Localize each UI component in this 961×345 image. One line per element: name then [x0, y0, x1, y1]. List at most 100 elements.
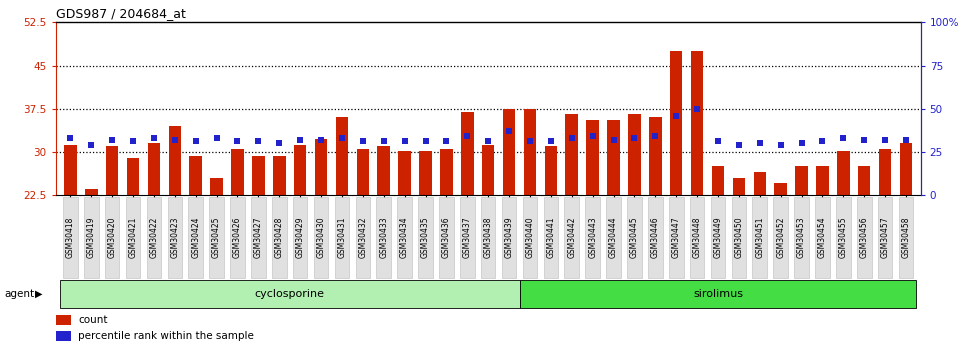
FancyBboxPatch shape — [544, 197, 558, 278]
Point — [125, 139, 140, 144]
FancyBboxPatch shape — [606, 197, 621, 278]
Point — [585, 134, 601, 139]
Point — [62, 135, 78, 141]
FancyBboxPatch shape — [231, 197, 245, 278]
Text: GSM30423: GSM30423 — [170, 216, 180, 258]
FancyBboxPatch shape — [523, 197, 537, 278]
Bar — [775, 184, 787, 195]
Point — [899, 137, 914, 142]
Bar — [60, 280, 520, 308]
Bar — [816, 166, 828, 195]
FancyBboxPatch shape — [293, 197, 308, 278]
Text: GSM30455: GSM30455 — [839, 216, 848, 258]
FancyBboxPatch shape — [334, 197, 349, 278]
FancyBboxPatch shape — [126, 197, 140, 278]
Point — [292, 137, 308, 142]
Bar — [481, 145, 495, 195]
Bar — [148, 143, 160, 195]
Text: GSM30449: GSM30449 — [713, 216, 723, 258]
Bar — [899, 143, 912, 195]
Bar — [545, 146, 557, 195]
Point — [376, 139, 391, 144]
Bar — [858, 166, 871, 195]
Text: GSM30435: GSM30435 — [421, 216, 430, 258]
FancyBboxPatch shape — [711, 197, 726, 278]
FancyBboxPatch shape — [857, 197, 872, 278]
FancyBboxPatch shape — [439, 197, 454, 278]
Bar — [106, 146, 118, 195]
Point — [689, 106, 704, 111]
Point — [502, 128, 517, 134]
FancyBboxPatch shape — [774, 197, 788, 278]
Text: GSM30425: GSM30425 — [212, 216, 221, 258]
Bar — [378, 146, 390, 195]
Text: GSM30450: GSM30450 — [734, 216, 744, 258]
Bar — [796, 166, 808, 195]
FancyBboxPatch shape — [502, 197, 516, 278]
Point — [564, 135, 579, 141]
Text: GSM30457: GSM30457 — [880, 216, 890, 258]
FancyBboxPatch shape — [147, 197, 161, 278]
Text: ▶: ▶ — [35, 289, 42, 299]
Text: GSM30424: GSM30424 — [191, 216, 200, 258]
Text: sirolimus: sirolimus — [693, 289, 743, 299]
Point — [459, 134, 475, 139]
Text: GSM30436: GSM30436 — [442, 216, 451, 258]
Bar — [607, 120, 620, 195]
FancyBboxPatch shape — [377, 197, 391, 278]
Point — [731, 142, 747, 148]
Bar — [565, 115, 578, 195]
Bar — [440, 149, 453, 195]
Text: GSM30443: GSM30443 — [588, 216, 597, 258]
Bar — [649, 117, 661, 195]
Point — [710, 139, 726, 144]
Bar — [879, 149, 892, 195]
FancyBboxPatch shape — [480, 197, 496, 278]
Bar — [56, 331, 71, 341]
Text: GSM30440: GSM30440 — [526, 216, 534, 258]
Bar — [127, 158, 139, 195]
Text: percentile rank within the sample: percentile rank within the sample — [78, 331, 254, 341]
Point — [418, 139, 433, 144]
Text: GSM30448: GSM30448 — [693, 216, 702, 258]
FancyBboxPatch shape — [63, 197, 78, 278]
Point — [815, 139, 830, 144]
Bar — [461, 111, 474, 195]
Text: GSM30422: GSM30422 — [149, 217, 159, 258]
FancyBboxPatch shape — [460, 197, 475, 278]
Text: GSM30458: GSM30458 — [901, 216, 910, 258]
FancyBboxPatch shape — [188, 197, 203, 278]
Point — [84, 142, 99, 148]
Point — [167, 137, 183, 142]
Point — [773, 142, 788, 148]
FancyBboxPatch shape — [209, 197, 224, 278]
Bar — [524, 109, 536, 195]
Point — [439, 139, 455, 144]
Text: GSM30433: GSM30433 — [380, 216, 388, 258]
Point — [105, 137, 120, 142]
Text: GSM30444: GSM30444 — [609, 216, 618, 258]
Text: GSM30429: GSM30429 — [296, 216, 305, 258]
Bar — [691, 51, 703, 195]
Text: cyclosporine: cyclosporine — [255, 289, 325, 299]
FancyBboxPatch shape — [899, 197, 913, 278]
Point — [794, 140, 809, 146]
Bar — [520, 280, 917, 308]
Bar — [335, 117, 348, 195]
Bar — [419, 151, 431, 195]
Bar — [503, 109, 515, 195]
Point — [627, 135, 642, 141]
Bar — [628, 115, 641, 195]
Text: GSM30431: GSM30431 — [337, 216, 347, 258]
Text: GSM30421: GSM30421 — [129, 217, 137, 258]
Point — [397, 139, 412, 144]
Text: GSM30445: GSM30445 — [629, 216, 639, 258]
Point — [877, 137, 893, 142]
Text: GSM30418: GSM30418 — [66, 217, 75, 258]
Text: agent: agent — [5, 289, 35, 299]
Text: GSM30420: GSM30420 — [108, 216, 116, 258]
Text: GSM30430: GSM30430 — [316, 216, 326, 258]
Text: GSM30453: GSM30453 — [797, 216, 806, 258]
FancyBboxPatch shape — [815, 197, 829, 278]
Text: GSM30446: GSM30446 — [651, 216, 660, 258]
